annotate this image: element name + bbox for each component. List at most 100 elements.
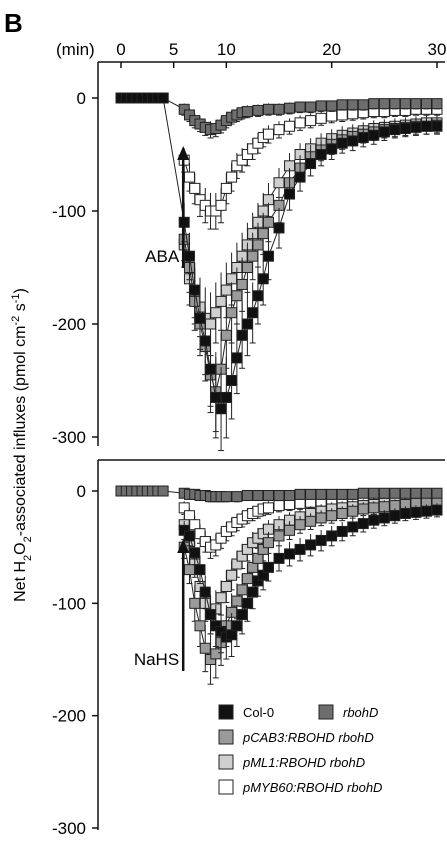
data-point-rbohD (284, 102, 296, 114)
x-tick-label: 20 (322, 40, 341, 59)
data-point-col0 (315, 534, 327, 546)
data-point-col0 (215, 403, 227, 415)
data-point-col0 (199, 586, 211, 598)
data-point-rbohD (284, 489, 296, 501)
data-point-rbohD (305, 488, 317, 500)
data-point-rbohD (378, 98, 390, 110)
data-point-pCAB3 (294, 519, 306, 531)
data-point-pCAB3 (220, 329, 232, 341)
data-point-pCAB3 (284, 524, 296, 536)
legend-label: pML1:RBOHD rbohD (242, 755, 365, 770)
data-point-pMYB60 (215, 199, 227, 211)
y-tick-label: -200 (52, 707, 86, 726)
treatment-label: NaHS (134, 650, 179, 669)
data-point-col0 (294, 543, 306, 555)
data-point-pCAB3 (262, 216, 274, 228)
data-point-col0 (378, 512, 390, 524)
data-point-pCAB3 (236, 278, 248, 290)
x-tick-label: 5 (169, 40, 178, 59)
data-point-col0 (431, 504, 443, 516)
y-axis-label-part: ) (12, 288, 29, 293)
data-point-col0 (247, 586, 259, 598)
data-point-rbohD (431, 98, 443, 110)
data-point-pMYB60 (273, 500, 285, 512)
data-point-col0 (241, 597, 253, 609)
data-point-rbohD (273, 103, 285, 115)
data-point-col0 (189, 284, 201, 296)
data-point-pCAB3 (315, 512, 327, 524)
data-point-col0 (389, 124, 401, 136)
data-point-pCAB3 (194, 620, 206, 632)
top-x-tick-labels: 0 5 10 20 30 (116, 40, 446, 59)
data-point-col0 (284, 188, 296, 200)
data-point-pCAB3 (273, 530, 285, 542)
data-point-pML1 (226, 569, 238, 581)
y-axis-label-part: 2 (22, 536, 34, 542)
data-point-col0 (305, 158, 317, 170)
legend-label: pMYB60:RBOHD rbohD (242, 780, 382, 795)
panel-letter: B (4, 8, 23, 38)
data-point-pCAB3 (357, 503, 369, 515)
data-point-col0 (205, 363, 217, 375)
data-point-rbohD (347, 488, 359, 500)
y-tick-label: -300 (52, 819, 86, 838)
data-point-rbohD (410, 487, 422, 499)
data-point-pCAB3 (336, 507, 348, 519)
treatment-arrow-head (177, 146, 190, 160)
data-point-pML1 (210, 307, 222, 319)
data-point-rbohD (420, 98, 432, 110)
data-point-col0 (336, 525, 348, 537)
data-point-col0 (389, 510, 401, 522)
data-point-rbohD (347, 99, 359, 111)
data-point-pCAB3 (241, 573, 253, 585)
legend-swatch-pCAB3 (218, 729, 234, 745)
y-axis-label-part: -associated influxes (pmol cm (12, 325, 29, 536)
y-tick-label: -200 (52, 315, 86, 334)
data-point-rbohD (294, 488, 306, 500)
data-point-rbohD (399, 98, 411, 110)
top-panel: 0 -100 -200 -300 ABA (52, 61, 445, 452)
data-point-pML1 (215, 592, 227, 604)
data-point-pMYB60 (273, 124, 285, 136)
legend-label: Col-0 (243, 705, 274, 720)
y-axis-label-part: 2 (22, 555, 34, 561)
data-point-pCAB3 (231, 595, 243, 607)
data-point-col0 (262, 561, 274, 573)
data-point-pMYB60 (315, 112, 327, 124)
data-point-col0 (357, 132, 369, 144)
data-point-pCAB3 (368, 502, 380, 514)
y-tick-label: 0 (77, 482, 86, 501)
series-rbohD (115, 92, 443, 139)
data-point-rbohD (357, 99, 369, 111)
y-axis-label-part: s (12, 303, 29, 315)
data-point-col0 (220, 391, 232, 403)
data-point-col0 (399, 123, 411, 135)
data-point-col0 (294, 171, 306, 183)
data-point-rbohD (368, 487, 380, 499)
legend-swatch-rbohD (318, 704, 334, 720)
data-point-pCAB3 (231, 290, 243, 302)
data-point-pMYB60 (326, 110, 338, 122)
treatment-label: ABA (145, 247, 180, 266)
data-point-rbohD (399, 487, 411, 499)
data-point-rbohD (326, 100, 338, 112)
data-point-pCAB3 (247, 250, 259, 262)
data-point-rbohD (420, 487, 432, 499)
treatment-arrow-head (177, 539, 190, 553)
data-point-col0 (257, 273, 269, 285)
data-point-col0 (252, 290, 264, 302)
data-point-pMYB60 (262, 128, 274, 140)
data-point-rbohD (241, 489, 253, 501)
data-point-rbohD (315, 488, 327, 500)
data-point-pCAB3 (236, 584, 248, 596)
legend-swatch-pMYB60 (218, 779, 234, 795)
data-point-col0 (273, 222, 285, 234)
data-point-rbohD (273, 489, 285, 501)
data-point-col0 (231, 620, 243, 632)
data-point-rbohD (357, 487, 369, 499)
data-point-col0 (368, 514, 380, 526)
data-point-pMYB60 (226, 171, 238, 183)
y-tick-label: -100 (52, 202, 86, 221)
data-point-col0 (205, 609, 217, 621)
